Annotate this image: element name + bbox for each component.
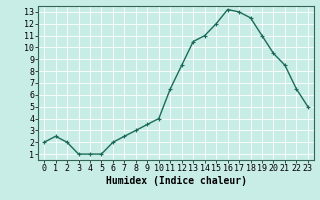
X-axis label: Humidex (Indice chaleur): Humidex (Indice chaleur) [106, 176, 246, 186]
